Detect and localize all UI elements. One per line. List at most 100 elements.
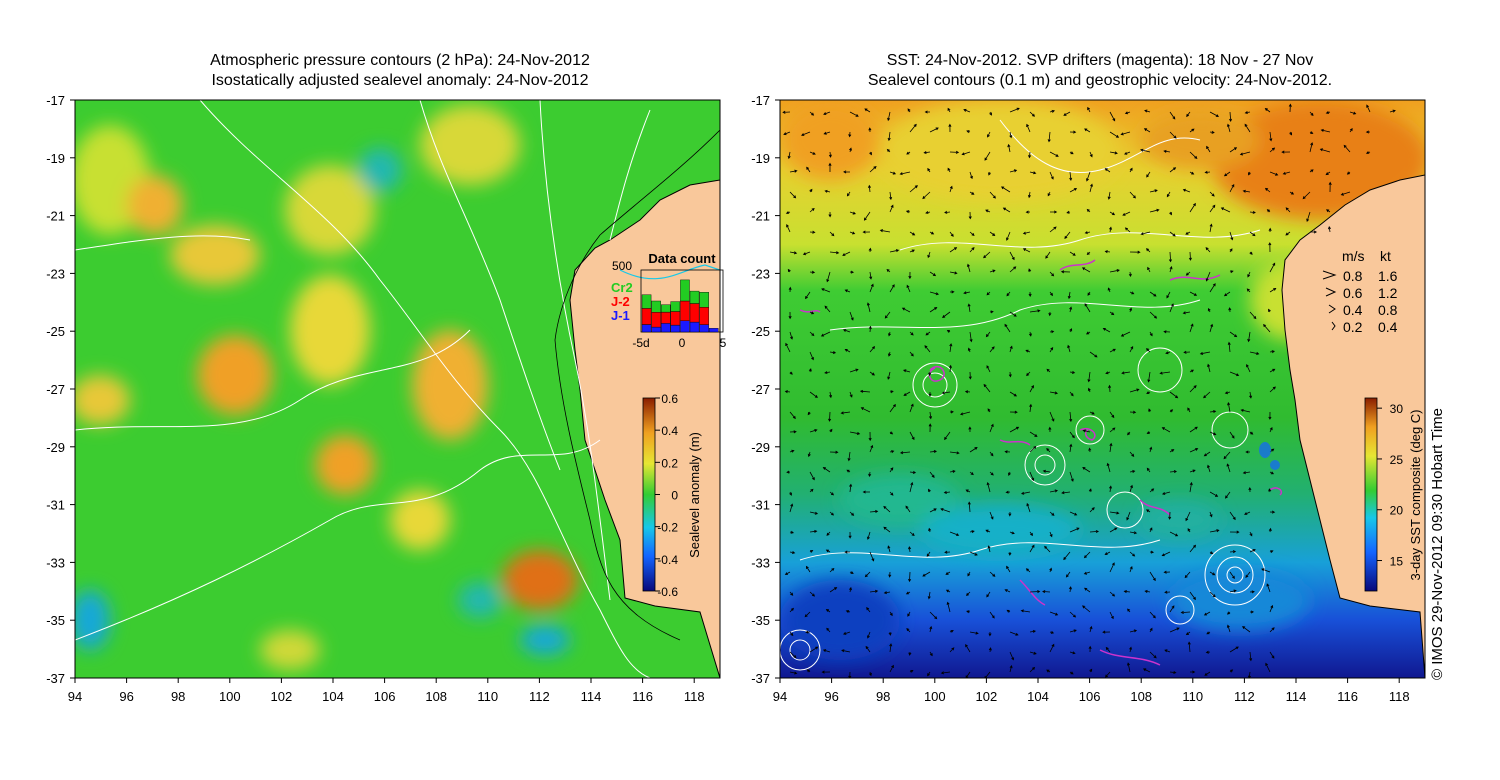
velocity-arrow <box>1184 571 1191 579</box>
velocity-arrow <box>1189 202 1196 213</box>
velocity-arrow <box>928 527 932 533</box>
velocity-arrow <box>1227 401 1231 413</box>
velocity-arrow <box>1129 410 1137 414</box>
velocity-arrow <box>1182 188 1191 193</box>
velocity-arrow <box>949 231 954 237</box>
velocity-arrow <box>949 647 955 653</box>
velocity-arrow <box>1081 267 1091 273</box>
velocity-arrow <box>1060 270 1071 274</box>
velocity-arrow <box>843 170 851 174</box>
data-count-bar-cr2 <box>661 304 671 313</box>
velocity-arrow <box>1069 391 1074 397</box>
velocity-arrow <box>1120 331 1131 337</box>
velocity-arrow <box>1069 431 1075 439</box>
velocity-arrow <box>1002 207 1011 213</box>
velocity-arrow <box>969 530 975 534</box>
velocity-arrow <box>1063 551 1071 561</box>
velocity-arrow <box>1169 111 1176 120</box>
velocity-arrow <box>929 127 939 133</box>
velocity-arrow <box>1229 431 1235 439</box>
velocity-arrow <box>906 627 911 633</box>
data-count-bar-j-1 <box>709 328 719 333</box>
velocity-arrow <box>1046 447 1051 453</box>
sla-tick-label: -0.4 <box>657 553 678 567</box>
left-lat-label: -19 <box>46 151 65 166</box>
velocity-arrow <box>785 342 791 353</box>
velocity-arrow <box>1008 511 1012 517</box>
velocity-arrow <box>1129 191 1136 199</box>
velocity-arrow <box>1069 411 1073 423</box>
velocity-arrow <box>1328 181 1332 193</box>
velocity-arrow <box>869 346 876 353</box>
velocity-arrow <box>963 108 971 113</box>
velocity-arrow <box>1042 590 1051 594</box>
velocity-arrow <box>946 329 951 333</box>
velocity-arrow <box>886 148 891 153</box>
velocity-arrow <box>866 302 871 313</box>
velocity-arrow <box>959 411 971 416</box>
velocity-arrow <box>1349 111 1357 115</box>
velocity-arrow <box>927 671 931 677</box>
velocity-arrow <box>805 630 811 634</box>
velocity-arrow <box>829 231 835 237</box>
velocity-arrow <box>1306 211 1311 222</box>
velocity-arrow <box>1108 226 1113 233</box>
velocity-arrow <box>989 111 992 116</box>
velocity-arrow <box>1165 351 1171 355</box>
velocity-arrow <box>809 351 814 361</box>
velocity-arrow <box>1006 291 1011 297</box>
velocity-arrow <box>848 586 852 593</box>
velocity-arrow <box>888 571 892 578</box>
velocity-arrow <box>1269 627 1275 633</box>
velocity-arrow <box>889 390 894 394</box>
velocity-arrow <box>789 591 794 596</box>
sealevel-contours <box>780 119 1266 671</box>
sla-tick-label: 0.2 <box>661 456 678 470</box>
velocity-arrow <box>1063 111 1071 116</box>
velocity-arrow <box>1044 545 1051 553</box>
velocity-arrow <box>909 470 917 474</box>
velocity-legend-ms: 0.8 <box>1343 268 1363 284</box>
velocity-arrow <box>989 471 994 476</box>
velocity-arrow <box>1203 451 1211 457</box>
velocity-arrow <box>849 391 853 398</box>
velocity-arrow <box>1029 651 1037 655</box>
velocity-arrow <box>1264 107 1271 113</box>
velocity-arrow <box>1049 630 1055 634</box>
sst-colorbar: 30 25 20 15 3-day SST composite (deg C) <box>1364 397 1423 592</box>
velocity-arrow <box>1026 502 1031 513</box>
velocity-arrow <box>1069 511 1078 516</box>
right-lon-label: 112 <box>1234 689 1255 704</box>
velocity-arrow <box>1049 511 1055 516</box>
velocity-arrow <box>1206 631 1211 635</box>
velocity-arrow <box>889 171 897 175</box>
velocity-arrow <box>1109 348 1116 353</box>
velocity-arrow <box>1029 384 1034 393</box>
data-count-bar-j-1 <box>670 325 681 333</box>
velocity-arrow <box>1069 629 1077 633</box>
velocity-arrow <box>1187 641 1191 653</box>
data-count-bar-cr2 <box>680 279 690 302</box>
velocity-arrow <box>1142 668 1151 673</box>
velocity-arrow <box>1069 443 1073 453</box>
velocity-arrow <box>1209 130 1215 134</box>
velocity-arrow <box>1029 431 1038 437</box>
velocity-arrow <box>1229 270 1234 274</box>
velocity-arrow <box>1025 210 1031 214</box>
velocity-arrow <box>1189 385 1197 393</box>
velocity-arrow <box>926 551 931 557</box>
velocity-arrow <box>1102 630 1111 634</box>
velocity-arrow <box>1008 471 1011 476</box>
velocity-arrow <box>1249 311 1257 320</box>
velocity-arrow <box>989 571 996 577</box>
right-lat-label: -29 <box>751 440 770 455</box>
velocity-arrow <box>1188 251 1192 261</box>
velocity-arrow <box>905 210 911 214</box>
velocity-arrow <box>1107 191 1111 200</box>
velocity-arrow <box>1129 345 1134 353</box>
velocity-arrow <box>967 501 971 513</box>
sst-colorbar-ticks: 30 25 20 15 <box>1377 402 1403 569</box>
velocity-arrow <box>1249 391 1253 399</box>
velocity-arrow <box>1309 169 1314 173</box>
